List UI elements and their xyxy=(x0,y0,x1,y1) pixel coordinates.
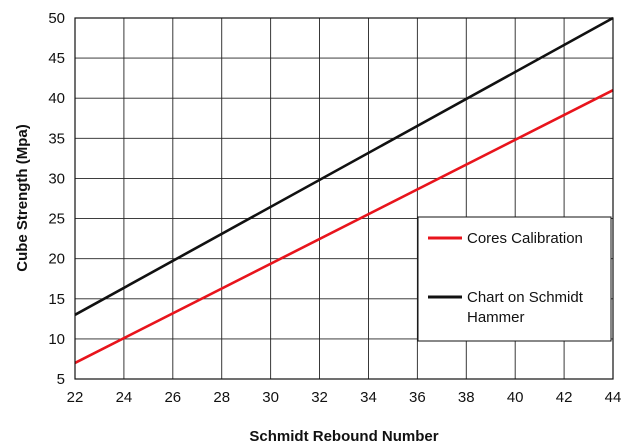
x-tick-label-32: 32 xyxy=(311,389,328,406)
x-tick-label-38: 38 xyxy=(458,389,475,406)
y-tick-label-25: 25 xyxy=(48,211,65,228)
y-tick-label-10: 10 xyxy=(48,331,65,348)
y-axis-title: Cube Strength (Mpa) xyxy=(14,124,31,272)
y-tick-label-50: 50 xyxy=(48,10,65,27)
series-lines xyxy=(74,16,614,365)
series-line-chart-on-schmidt-hammer xyxy=(74,16,614,316)
y-tick-label-35: 35 xyxy=(48,130,65,147)
plot-area-border xyxy=(74,17,614,380)
y-tick-label-20: 20 xyxy=(48,251,65,268)
x-tick-label-42: 42 xyxy=(556,389,573,406)
x-tick-label-36: 36 xyxy=(409,389,426,406)
y-tick-label-15: 15 xyxy=(48,291,65,308)
x-tick-label-44: 44 xyxy=(605,389,622,406)
legend-label-chart-on-schmidt-hammer-line2: Hammer xyxy=(467,309,525,326)
x-tick-label-40: 40 xyxy=(507,389,524,406)
y-tick-label-30: 30 xyxy=(48,170,65,187)
y-axis-ticks: 5 10 15 20 25 30 35 40 45 50 xyxy=(48,10,65,388)
x-tick-label-34: 34 xyxy=(360,389,377,406)
legend-label-chart-on-schmidt-hammer: Chart on Schmidt xyxy=(467,289,584,306)
x-axis-ticks: 22 24 26 28 30 32 34 36 38 40 42 44 xyxy=(67,389,622,406)
x-tick-label-26: 26 xyxy=(164,389,181,406)
legend: Cores Calibration Chart on Schmidt Hamme… xyxy=(417,216,612,342)
legend-label-cores-calibration: Cores Calibration xyxy=(467,230,583,247)
x-tick-label-22: 22 xyxy=(67,389,84,406)
y-tick-label-5: 5 xyxy=(57,371,65,388)
y-tick-label-45: 45 xyxy=(48,50,65,67)
x-tick-label-30: 30 xyxy=(262,389,279,406)
x-tick-label-24: 24 xyxy=(116,389,133,406)
x-axis-title: Schmidt Rebound Number xyxy=(249,428,438,445)
series-line-cores-calibration xyxy=(74,89,614,365)
x-tick-label-28: 28 xyxy=(213,389,230,406)
y-tick-label-40: 40 xyxy=(48,90,65,107)
